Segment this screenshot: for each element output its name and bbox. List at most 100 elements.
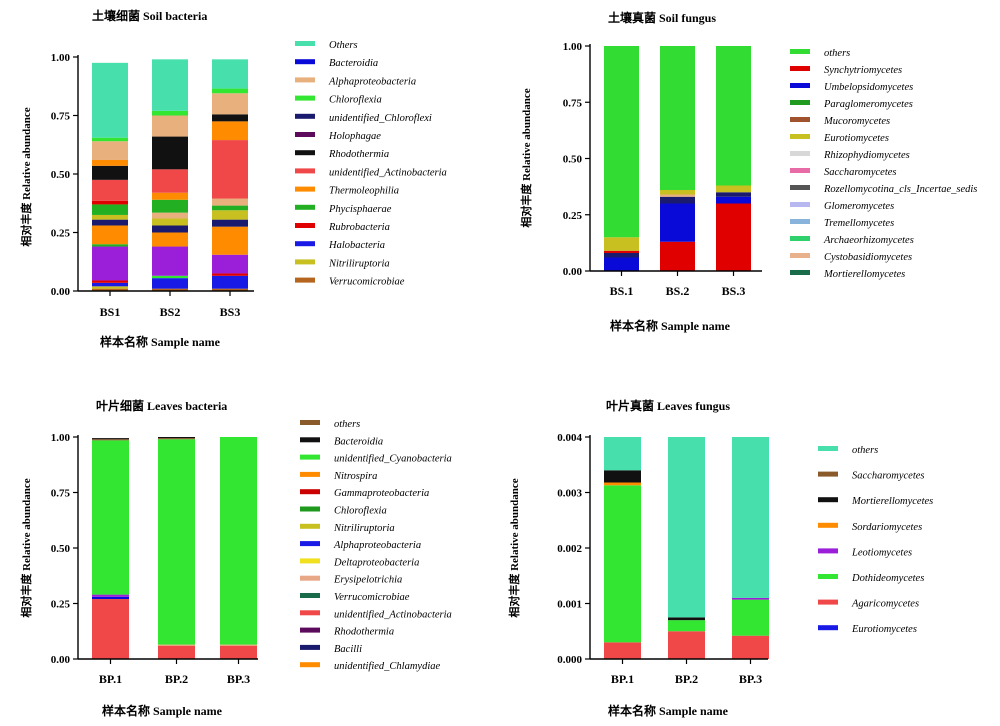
legend-label: Alphaproteobacteria (328, 76, 416, 87)
bar-segment (660, 241, 695, 271)
bar-segment (212, 226, 248, 255)
legend-swatch (300, 610, 320, 616)
legend-label: Rhizophydiomycetes (823, 150, 910, 161)
legend-swatch (790, 100, 810, 105)
bar-segment (604, 437, 641, 471)
x-tick-label: BP.1 (99, 672, 122, 686)
y-axis-label: 相对丰度 Relative abundance (19, 478, 33, 617)
legend-swatch (295, 77, 315, 83)
bar-segment (152, 59, 188, 111)
legend-swatch (295, 41, 315, 46)
bar-segment (660, 196, 695, 204)
legend-label: Nitriliruptoria (333, 523, 395, 534)
bar-segment (152, 136, 188, 170)
bar-segment (212, 210, 248, 220)
legend-label: Bacteroidia (329, 58, 378, 69)
y-tick-label: 0.003 (557, 488, 582, 500)
bar-segment (92, 179, 128, 201)
bar-segment (212, 121, 248, 141)
legend-label: unidentified_Chlamydiae (334, 661, 440, 672)
bar-segment (716, 196, 751, 204)
x-axis-label: 样本名称 Sample name (100, 334, 221, 349)
bar-segment (92, 280, 128, 283)
y-tick-label: 0.00 (51, 654, 71, 666)
bar-segment (212, 219, 248, 227)
legend-swatch (295, 168, 315, 174)
legend-swatch (300, 575, 320, 581)
legend-label: Mortierellomycetes (823, 269, 905, 280)
bar-segment (92, 594, 129, 597)
legend-swatch (295, 241, 315, 247)
bar-segment (158, 644, 195, 646)
legend-swatch (790, 134, 810, 139)
bar-segment (92, 282, 128, 287)
legend-label: Rhodothermia (328, 149, 389, 160)
bar-segment (660, 194, 695, 197)
legend-label: Umbelopsidomycetes (824, 82, 913, 93)
x-tick-label: BS.1 (610, 284, 634, 298)
x-axis-label: 样本名称 Sample name (610, 318, 731, 333)
bar-segment (92, 288, 128, 291)
bar-segment (152, 218, 188, 226)
bar-segment (732, 437, 769, 598)
legend-label: unidentified_Actinobacteria (329, 167, 447, 178)
legend-swatch (295, 277, 315, 283)
bar-segment (604, 237, 639, 251)
y-tick-label: 0.000 (557, 654, 582, 666)
legend-swatch (295, 113, 315, 119)
bar-segment (732, 599, 769, 636)
bar-segment (668, 617, 705, 621)
bar-segment (152, 212, 188, 219)
bar-segment (152, 115, 188, 137)
legend-label: Phycisphaerae (328, 204, 392, 215)
legend-swatch (300, 593, 320, 598)
legend-label: Cystobasidiomycetes (824, 252, 912, 263)
bar-segment (92, 246, 128, 281)
bar-segment (92, 599, 129, 659)
legend-label: others (824, 48, 850, 59)
legend-label: Mortierellomycetes (851, 496, 933, 507)
legend-swatch (295, 59, 315, 65)
legend-label: unidentified_Cyanobacteria (334, 454, 452, 465)
bar-segment (668, 620, 705, 632)
legend-swatch (790, 168, 810, 173)
bar-segment (604, 485, 641, 643)
legend-swatch (790, 117, 810, 122)
legend-label: Synchytriomycetes (824, 65, 902, 76)
bar-segment (660, 46, 695, 190)
y-tick-label: 0.25 (51, 599, 71, 611)
x-tick-label: BS3 (220, 305, 241, 319)
bar-segment (716, 192, 751, 197)
bar-segment (152, 192, 188, 200)
legend-label: Erysipelotrichia (333, 575, 402, 586)
bar-segment (212, 275, 248, 289)
legend-label: Nitrospira (333, 471, 377, 482)
x-tick-label: BP.3 (739, 672, 762, 686)
legend-label: unidentified_Actinobacteria (334, 609, 452, 620)
chart-title: 叶片真菌 Leaves fungus (606, 398, 730, 413)
x-tick-label: BS.3 (722, 284, 746, 298)
legend-label: others (852, 445, 878, 456)
legend-swatch (295, 186, 315, 192)
legend-swatch (295, 223, 315, 228)
bar-segment (716, 185, 751, 193)
y-tick-label: 0.002 (557, 543, 582, 555)
y-tick-label: 0.00 (51, 286, 71, 298)
bar-segment (212, 198, 248, 206)
y-tick-label: 0.25 (51, 228, 71, 240)
bar-segment (212, 93, 248, 115)
bar-segment (92, 62, 128, 138)
legend-label: Leotiomycetes (851, 547, 912, 558)
y-tick-label: 0.001 (557, 599, 582, 611)
panel-soil-fungus: 土壤真菌 Soil fungus 样本名称 Sample name 相对丰度 R… (519, 10, 977, 333)
bar-segment (92, 137, 128, 142)
legend-swatch (790, 83, 810, 88)
y-axis-label: 相对丰度 Relative abundance (507, 478, 521, 617)
bar-segment (732, 597, 769, 600)
bar-segment (212, 205, 248, 211)
legend-swatch (790, 253, 810, 258)
legend-label: Verrucomicrobiae (329, 277, 405, 288)
bar-segment (660, 190, 695, 195)
bar-segment (152, 288, 188, 291)
legend-swatch (300, 420, 320, 425)
